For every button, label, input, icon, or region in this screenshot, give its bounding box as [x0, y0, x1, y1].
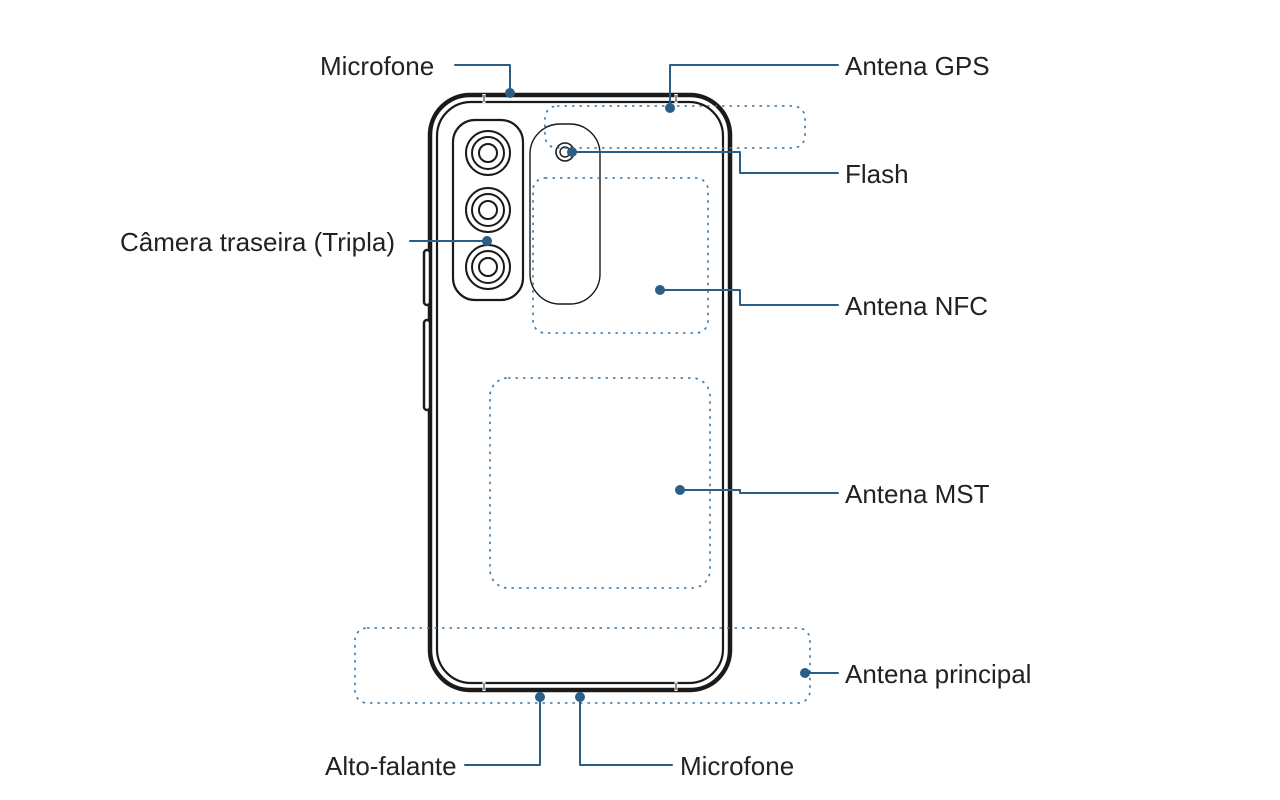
label-antena-mst: Antena MST — [845, 480, 990, 509]
label-alto-falante: Alto-falante — [325, 752, 457, 781]
phone-diagram — [0, 0, 1280, 800]
label-flash: Flash — [845, 160, 909, 189]
label-antena-nfc: Antena NFC — [845, 292, 988, 321]
label-microfone-top: Microfone — [320, 52, 434, 81]
label-antena-principal: Antena principal — [845, 660, 1031, 689]
label-microfone-bottom: Microfone — [680, 752, 794, 781]
label-camera-traseira: Câmera traseira (Tripla) — [120, 228, 395, 257]
label-antena-gps: Antena GPS — [845, 52, 990, 81]
